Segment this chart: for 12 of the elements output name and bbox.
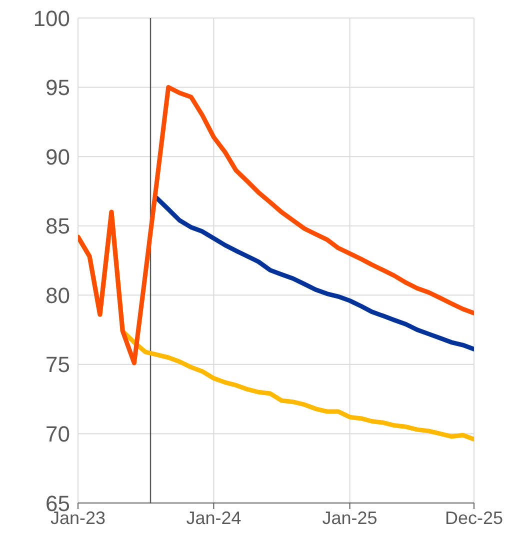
x-tick-label: Dec-25 [444, 508, 504, 528]
y-tick-label: 100 [33, 6, 70, 31]
y-tick-label: 95 [46, 75, 70, 100]
y-tick-label: 90 [46, 144, 70, 170]
y-tick-label: 80 [46, 282, 70, 308]
line-series [78, 85, 474, 366]
y-tick-label: 70 [46, 422, 70, 447]
y-tick-label: 75 [46, 352, 70, 378]
y-tick-label: 85 [46, 214, 70, 239]
x-tick-label: Jan-25 [322, 508, 378, 528]
x-tick-label: Jan-24 [186, 508, 242, 528]
line-series [154, 196, 474, 352]
